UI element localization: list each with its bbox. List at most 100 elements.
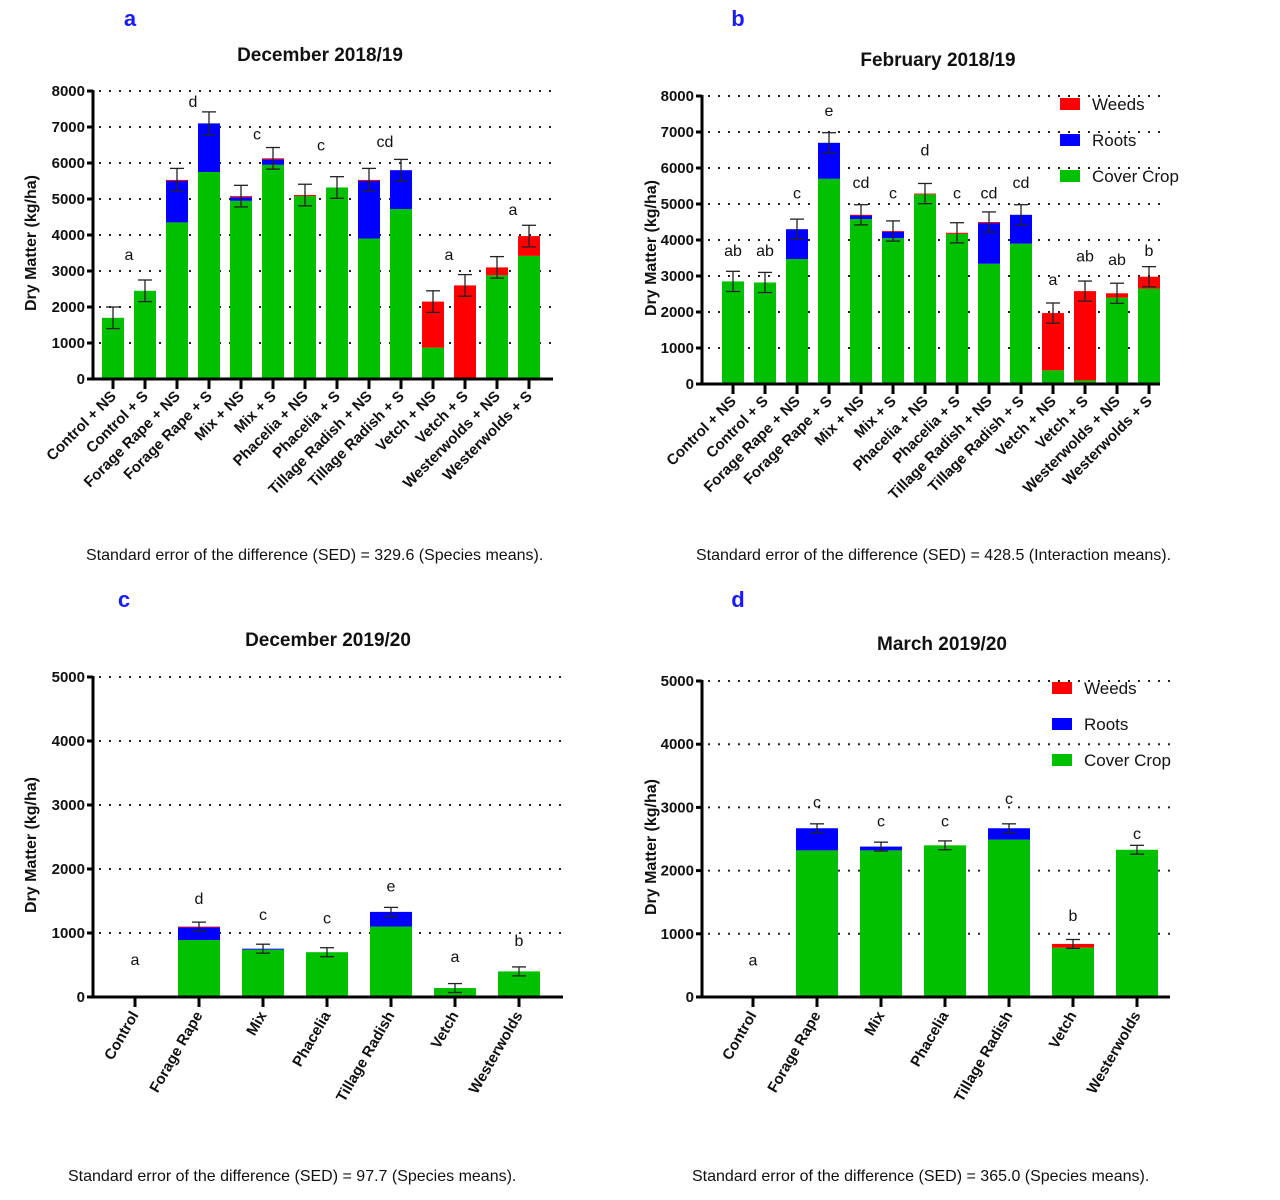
bar-segment-cover-crop [370,926,412,997]
bar-segment-roots [178,927,220,941]
bar-segment-cover-crop [914,194,936,384]
significance-letter: a [509,202,518,219]
significance-letter: c [317,137,325,154]
caption-panel-a: Standard error of the difference (SED) =… [86,547,544,564]
bar-segment-cover-crop [754,282,776,384]
x-tick-label: Forage Rape [146,1009,206,1096]
significance-letter: a [749,952,758,969]
legend: Weeds Roots Cover Crop [1060,95,1179,186]
legend: Weeds Roots Cover Crop [1052,679,1171,770]
bar-segment-cover-crop [850,219,872,384]
bar-segment-cover-crop [1116,849,1158,997]
panel-letter: d [731,587,744,612]
x-tick-label: Tillage Radish [951,1009,1016,1105]
y-tick-label: 0 [686,989,694,1006]
x-tick-label: Mix [243,1008,271,1039]
bar-segment-roots [978,223,1000,264]
y-tick-label: 4000 [52,227,85,244]
bar-segment-cover-crop [1052,947,1094,997]
y-tick-label: 8000 [52,83,85,100]
significance-letter: a [445,247,454,264]
bar-segment-cover-crop [796,850,838,997]
bar-segment-cover-crop [1106,297,1128,384]
x-tick-label: Phacelia [289,1008,334,1070]
significance-letter: c [941,813,949,830]
y-axis-label: Dry Matter (kg/ha) [643,180,660,316]
significance-letter: c [253,127,261,144]
bar-segment-cover-crop [978,263,1000,384]
significance-letter: b [515,933,524,950]
bar-segment-cover-crop [1138,288,1160,384]
x-tick-label: Phacelia [907,1008,952,1070]
chart-title: December 2019/20 [245,630,411,651]
chart-title: December 2018/19 [237,45,403,66]
bar-segment-cover-crop [1074,380,1096,384]
bar-segment-roots [390,170,412,210]
y-tick-label: 0 [77,989,85,1006]
bar-segment-cover-crop [924,845,966,997]
significance-letter: cd [1013,175,1030,192]
significance-letter: c [1133,826,1141,843]
significance-letter: a [125,247,134,264]
bar-segment-cover-crop [722,281,744,384]
bar-segment-cover-crop [1042,370,1064,384]
bar-segment-cover-crop [198,172,220,379]
chart-panel-d: d March 2019/20 0 1000 2000 3000 4000 5000 Dry M… [643,587,1171,1105]
y-tick-label: 8000 [661,88,694,105]
bar-segment-weeds [454,285,476,378]
chart-panel-b: b February 2018/19 0 1000 2000 3000 4000 5000 60… [643,6,1179,503]
chart-panel-a: a December 2018/19 0 1000 2000 3000 4000 5000 60… [23,6,553,498]
y-tick-label: 2000 [661,304,694,321]
y-tick-label: 4000 [661,232,694,249]
significance-letter: c [889,186,897,203]
bar-segment-roots [1010,214,1032,244]
significance-letter: b [1145,243,1154,260]
significance-letter: c [793,186,801,203]
y-tick-label: 5000 [52,191,85,208]
legend-swatch-weeds [1060,98,1080,110]
y-tick-label: 5000 [661,673,694,690]
y-tick-label: 7000 [661,124,694,141]
significance-letter: c [953,186,961,203]
y-tick-label: 1000 [661,926,694,943]
bar-segment-cover-crop [326,187,348,379]
y-tick-label: 4000 [661,736,694,753]
legend-label: Roots [1092,131,1136,150]
x-tick-label: Control [101,1009,142,1064]
x-tick-label: Vetch [428,1009,463,1052]
chart-title: March 2019/20 [877,634,1007,655]
bar-segment-cover-crop [860,850,902,997]
bar-segment-cover-crop [230,200,252,379]
significance-letter: ab [724,243,742,260]
significance-letter: d [921,142,930,159]
bar-segment-cover-crop [102,317,124,379]
bar-segment-roots [988,828,1030,840]
y-tick-label: 7000 [52,119,85,136]
y-tick-label: 1000 [661,340,694,357]
bar-segment-cover-crop [306,952,348,997]
y-tick-label: 6000 [52,155,85,172]
legend-label: Weeds [1092,95,1145,114]
bar-segment-roots [370,911,412,927]
y-tick-label: 3000 [661,268,694,285]
bar-segment-cover-crop [946,233,968,384]
bar-segment-weeds [1042,313,1064,371]
significance-letter: cd [853,175,870,192]
bar-segment-roots [786,229,808,260]
bar-segment-roots [796,828,838,851]
bar-segment-cover-crop [786,259,808,384]
bar-segment-cover-crop [882,238,904,384]
significance-letter: c [877,813,885,830]
significance-letter: a [1049,272,1058,289]
significance-letter: ab [756,243,774,260]
significance-letter: b [1069,908,1078,925]
legend-swatch-cover-crop [1052,754,1072,766]
legend-label: Roots [1084,715,1128,734]
bar-segment-cover-crop [818,178,840,384]
bar-segment-cover-crop [390,209,412,379]
legend-swatch-weeds [1052,682,1072,694]
significance-letter: a [451,949,460,966]
bar-segment-cover-crop [134,290,156,379]
y-axis-label: Dry Matter (kg/ha) [643,779,660,915]
bar-segment-cover-crop [262,164,284,379]
